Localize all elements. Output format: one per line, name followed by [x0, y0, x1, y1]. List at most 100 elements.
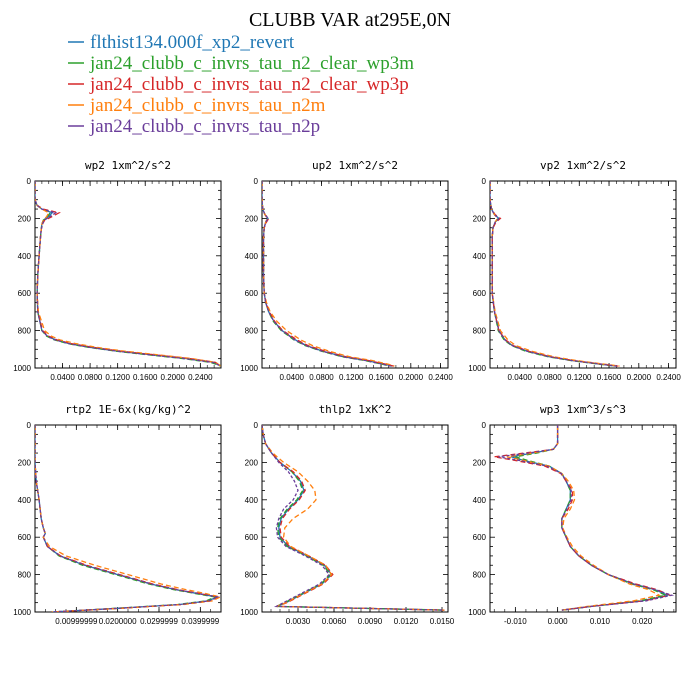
y-tick-label: 1000 — [240, 608, 258, 617]
x-tick-label: 0.2400 — [188, 373, 213, 382]
series-line — [498, 425, 675, 611]
panel-title: vp2 1xm^2/s^2 — [540, 159, 626, 172]
panel: wp2 1xm^2/s^2 0 200 400 600 800 1000 0.0400 0.08… — [13, 159, 222, 382]
legend-entry: jan24_clubb_c_invrs_tau_n2m — [68, 95, 326, 116]
x-tick-label: 0.0030 — [286, 617, 311, 626]
series-line — [35, 181, 221, 367]
legend-label: jan24_clubb_c_invrs_tau_n2_clear_wp3m — [89, 53, 414, 74]
x-tick-label: 0.1200 — [105, 373, 130, 382]
y-tick-label: 800 — [18, 327, 32, 336]
y-tick-label: 600 — [245, 533, 259, 542]
y-tick-label: 400 — [473, 496, 487, 505]
y-tick-label: 0 — [27, 177, 32, 186]
x-tick-label: 0.0399999 — [181, 617, 219, 626]
x-tick-label: 0.1600 — [369, 373, 394, 382]
y-tick-label: 600 — [473, 289, 487, 298]
panel: up2 1xm^2/s^2 0 200 400 600 800 1000 0.0400 0.08… — [240, 159, 453, 382]
y-tick-label: 0 — [482, 177, 487, 186]
legend-entry: jan24_clubb_c_invrs_tau_n2p — [68, 116, 320, 137]
y-tick-label: 600 — [473, 533, 487, 542]
y-tick-label: 200 — [245, 458, 259, 467]
x-tick-label: 0.2000 — [627, 373, 652, 382]
x-tick-label: 0.0200000 — [99, 617, 137, 626]
series-line — [262, 425, 445, 611]
y-tick-label: 800 — [245, 327, 259, 336]
y-tick-label: 800 — [473, 571, 487, 580]
legend-label: jan24_clubb_c_invrs_tau_n2m — [89, 95, 326, 116]
x-tick-label: 0.0800 — [78, 373, 103, 382]
panel: rtp2 1E-6x(kg/kg)^2 0 200 400 600 800 1000 0.00… — [13, 403, 222, 626]
y-tick-label: 400 — [18, 252, 32, 261]
series-line — [262, 425, 445, 611]
y-tick-label: 600 — [245, 289, 259, 298]
panel-title: rtp2 1E-6x(kg/kg)^2 — [65, 403, 191, 416]
y-tick-label: 1000 — [468, 364, 486, 373]
x-tick-label: 0.2000 — [161, 373, 186, 382]
y-tick-label: 400 — [245, 252, 259, 261]
legend-entry: jan24_clubb_c_invrs_tau_n2_clear_wp3p — [68, 74, 409, 95]
x-tick-label: 0.0800 — [309, 373, 334, 382]
y-tick-label: 600 — [18, 289, 32, 298]
panel: vp2 1xm^2/s^2 0 200 400 600 800 1000 0.0400 0.08… — [468, 159, 681, 382]
y-tick-label: 800 — [473, 327, 487, 336]
series-line — [35, 425, 217, 612]
legend-entry: flthist134.000f_xp2_revert — [68, 32, 295, 53]
series-line — [262, 181, 391, 367]
x-tick-label: 0.0800 — [537, 373, 562, 382]
y-tick-label: 0 — [482, 421, 487, 430]
y-tick-label: 400 — [18, 496, 32, 505]
x-tick-label: 0.000 — [548, 617, 569, 626]
x-tick-label: 0.0120 — [394, 617, 419, 626]
y-tick-label: 200 — [18, 214, 32, 223]
x-tick-label: 0.0090 — [358, 617, 383, 626]
panel-title: wp3 1xm^3/s^3 — [540, 403, 626, 416]
legend-entry: jan24_clubb_c_invrs_tau_n2_clear_wp3m — [68, 53, 414, 74]
panel: wp3 1xm^3/s^3 0 200 400 600 800 1000 -0.010 0.00… — [468, 403, 677, 626]
x-tick-label: 0.2400 — [428, 373, 453, 382]
x-tick-label: 0.1200 — [567, 373, 592, 382]
x-tick-label: 0.2000 — [399, 373, 424, 382]
x-tick-label: 0.0400 — [280, 373, 305, 382]
y-tick-label: 200 — [18, 458, 32, 467]
x-tick-label: 0.00999999 — [55, 617, 98, 626]
series-line — [506, 425, 661, 611]
y-tick-label: 0 — [254, 177, 259, 186]
series-line — [35, 425, 220, 612]
y-tick-label: 400 — [473, 252, 487, 261]
legend-label: jan24_clubb_c_invrs_tau_n2_clear_wp3p — [89, 74, 409, 95]
y-tick-label: 200 — [245, 214, 259, 223]
panel-title: up2 1xm^2/s^2 — [312, 159, 398, 172]
series-line — [35, 181, 221, 367]
legend: flthist134.000f_xp2_revert jan24_clubb_c… — [68, 32, 414, 137]
y-tick-label: 800 — [245, 571, 259, 580]
y-tick-label: 200 — [473, 214, 487, 223]
y-tick-label: 1000 — [240, 364, 258, 373]
legend-label: jan24_clubb_c_invrs_tau_n2p — [89, 116, 320, 137]
x-tick-label: 0.1600 — [133, 373, 158, 382]
y-tick-label: 200 — [473, 458, 487, 467]
y-tick-label: 600 — [18, 533, 32, 542]
figure-title: CLUBB VAR at295E,0N — [249, 9, 451, 31]
x-tick-label: 0.0400 — [508, 373, 533, 382]
y-tick-label: 1000 — [13, 608, 31, 617]
series-line — [35, 425, 221, 612]
x-tick-label: 0.0299999 — [140, 617, 178, 626]
y-tick-label: 800 — [18, 571, 32, 580]
x-tick-label: 0.0400 — [50, 373, 75, 382]
panel-title: wp2 1xm^2/s^2 — [85, 159, 171, 172]
x-tick-label: 0.1200 — [339, 373, 364, 382]
panel: thlp2 1xK^2 0 200 400 600 800 1000 0.0030 0.0060… — [240, 403, 455, 626]
y-tick-label: 0 — [254, 421, 259, 430]
x-tick-label: -0.010 — [504, 617, 527, 626]
y-tick-label: 0 — [27, 421, 32, 430]
legend-label: flthist134.000f_xp2_revert — [90, 32, 295, 53]
x-tick-label: 0.020 — [632, 617, 653, 626]
x-tick-label: 0.0150 — [430, 617, 455, 626]
y-tick-label: 1000 — [468, 608, 486, 617]
panel-title: thlp2 1xK^2 — [319, 403, 392, 416]
x-tick-label: 0.010 — [590, 617, 611, 626]
series-line — [490, 181, 617, 367]
x-tick-label: 0.1600 — [597, 373, 622, 382]
